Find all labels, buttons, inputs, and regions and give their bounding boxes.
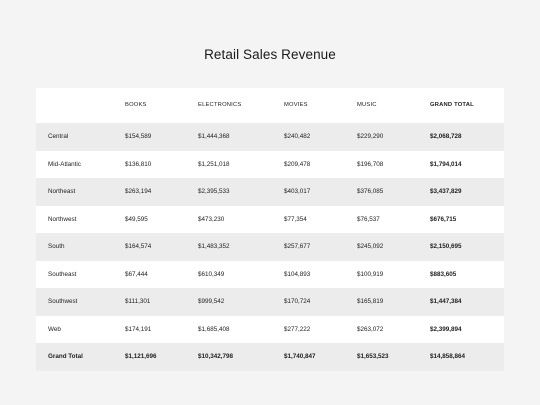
cell-books: $164,574 xyxy=(125,243,152,250)
row-label: Grand Total xyxy=(48,353,83,360)
cell-electronics: $1,483,352 xyxy=(198,243,230,250)
cell-music: $229,290 xyxy=(357,133,384,140)
table-row: South $164,574 $1,483,352 $257,677 $245,… xyxy=(36,233,504,261)
cell-grand-total: $2,068,728 xyxy=(430,133,462,140)
cell-music: $263,072 xyxy=(357,325,384,333)
cell-grand-total: $1,447,384 xyxy=(430,298,462,305)
cell-music: $245,092 xyxy=(357,243,384,250)
table-row: Southwest $111,301 $999,542 $170,724 $16… xyxy=(36,288,504,316)
cell-movies: $403,017 xyxy=(284,188,311,195)
row-label: Mid-Atlantic xyxy=(48,160,81,168)
total-movies: $1,740,847 xyxy=(284,353,316,360)
table-row: Mid-Atlantic $136,810 $1,251,018 $209,47… xyxy=(36,151,504,179)
total-grand-total: $14,858,864 xyxy=(430,353,466,360)
grand-total-row: Grand Total $1,121,696 $10,342,798 $1,74… xyxy=(36,343,504,371)
cell-books: $111,301 xyxy=(125,298,151,305)
cell-books: $154,589 xyxy=(125,133,152,140)
row-label: Web xyxy=(48,325,61,333)
header-books: BOOKS xyxy=(125,102,147,108)
table-row: Southeast $67,444 $610,349 $104,893 $100… xyxy=(36,261,504,289)
row-label: Central xyxy=(48,133,69,140)
cell-books: $67,444 xyxy=(125,270,148,278)
row-label: Southwest xyxy=(48,298,78,305)
row-label: South xyxy=(48,243,65,250)
total-electronics: $10,342,798 xyxy=(198,353,234,360)
cell-grand-total: $883,605 xyxy=(430,270,457,278)
cell-music: $100,919 xyxy=(357,270,384,278)
cell-grand-total: $2,150,695 xyxy=(430,243,462,250)
cell-movies: $240,482 xyxy=(284,133,311,140)
cell-electronics: $1,685,408 xyxy=(198,325,230,333)
header-grand-total: GRAND TOTAL xyxy=(430,102,474,108)
cell-music: $196,708 xyxy=(357,160,384,168)
cell-grand-total: $1,794,014 xyxy=(430,160,462,168)
cell-electronics: $999,542 xyxy=(198,298,225,305)
cell-books: $174,191 xyxy=(125,325,152,333)
page-title: Retail Sales Revenue xyxy=(204,47,336,62)
cell-movies: $209,478 xyxy=(284,160,311,168)
cell-books: $136,810 xyxy=(125,160,152,168)
cell-electronics: $2,395,533 xyxy=(198,188,230,195)
header-movies: MOVIES xyxy=(284,102,308,108)
row-label: Northeast xyxy=(48,188,76,195)
cell-electronics: $473,230 xyxy=(198,215,225,223)
header-music: MUSIC xyxy=(357,102,377,108)
cell-grand-total: $2,399,894 xyxy=(430,325,462,333)
cell-books: $263,194 xyxy=(125,188,152,195)
cell-grand-total: $676,715 xyxy=(430,215,457,223)
cell-music: $76,537 xyxy=(357,215,380,223)
table-row: Northeast $263,194 $2,395,533 $403,017 $… xyxy=(36,178,504,206)
cell-books: $49,595 xyxy=(125,215,148,223)
row-label: Northwest xyxy=(48,215,77,223)
cell-electronics: $1,444,368 xyxy=(198,133,230,140)
header-electronics: ELECTRONICS xyxy=(198,102,242,108)
cell-movies: $104,893 xyxy=(284,270,311,278)
total-music: $1,653,523 xyxy=(357,353,389,360)
cell-movies: $277,222 xyxy=(284,325,311,333)
cell-music: $165,819 xyxy=(357,298,384,305)
cell-electronics: $610,349 xyxy=(198,270,225,278)
cell-movies: $257,677 xyxy=(284,243,311,250)
sales-table: BOOKS ELECTRONICS MOVIES MUSIC GRAND TOT… xyxy=(36,88,504,371)
cell-music: $376,085 xyxy=(357,188,384,195)
cell-electronics: $1,251,018 xyxy=(198,160,230,168)
table-row: Web $174,191 $1,685,408 $277,222 $263,07… xyxy=(36,316,504,344)
table-header-row: BOOKS ELECTRONICS MOVIES MUSIC GRAND TOT… xyxy=(36,88,504,123)
table-row: Central $154,589 $1,444,368 $240,482 $22… xyxy=(36,123,504,151)
table-row: Northwest $49,595 $473,230 $77,354 $76,5… xyxy=(36,206,504,234)
cell-movies: $77,354 xyxy=(284,215,307,223)
cell-grand-total: $3,437,829 xyxy=(430,188,462,195)
row-label: Southeast xyxy=(48,270,77,278)
total-books: $1,121,696 xyxy=(125,353,157,360)
cell-movies: $170,724 xyxy=(284,298,311,305)
